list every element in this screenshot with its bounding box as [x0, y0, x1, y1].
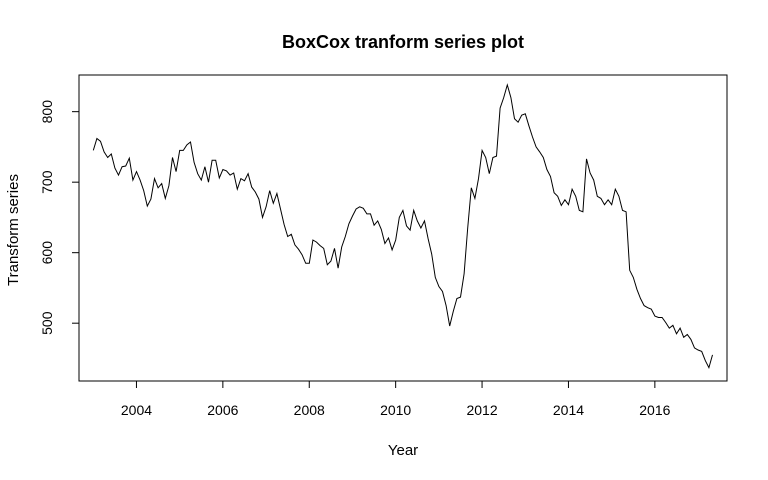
x-tick-label: 2014	[553, 402, 584, 418]
x-tick-label: 2004	[121, 402, 152, 418]
x-tick-label: 2012	[466, 402, 497, 418]
y-tick-label: 600	[39, 241, 55, 265]
x-tick-label: 2006	[207, 402, 238, 418]
y-axis-label: Transform series	[5, 174, 22, 286]
x-axis-label: Year	[388, 442, 418, 459]
chart-title: BoxCox tranform series plot	[282, 32, 524, 52]
x-tick-label: 2010	[380, 402, 411, 418]
x-tick-label: 2016	[639, 402, 670, 418]
y-axis: 500 600 700 800	[39, 100, 79, 335]
y-tick-label: 800	[39, 100, 55, 124]
plot-frame	[78, 74, 728, 382]
y-tick-label: 700	[39, 170, 55, 194]
y-tick-label: 500	[39, 311, 55, 335]
x-tick-label: 2008	[294, 402, 325, 418]
series-line	[92, 83, 713, 369]
x-axis: 2004 2006 2008 2010 2012 2014 2016	[121, 381, 671, 418]
